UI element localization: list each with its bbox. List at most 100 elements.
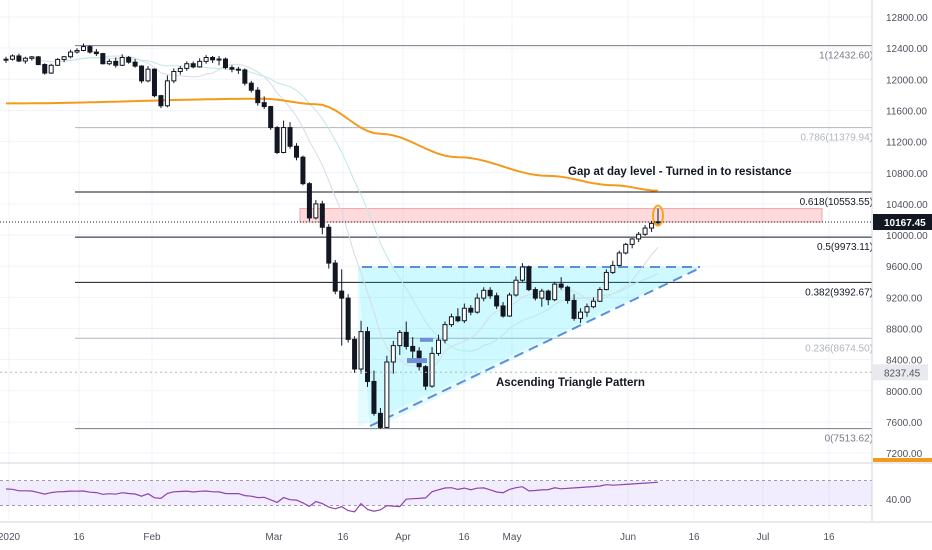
candle — [461, 307, 467, 322]
candle — [571, 299, 577, 319]
candle — [3, 58, 9, 61]
candle — [281, 127, 287, 154]
candle — [642, 227, 648, 235]
candle — [306, 183, 312, 219]
candle — [397, 331, 403, 347]
candle — [474, 297, 480, 313]
fib-label: 0(7513.62) — [825, 434, 873, 445]
candle — [532, 289, 538, 299]
candle — [74, 49, 80, 53]
x-tick-label: May — [503, 532, 522, 543]
candle — [526, 266, 532, 291]
y-tick-label: 12400.00 — [886, 44, 928, 55]
candle — [332, 262, 338, 292]
candle — [184, 63, 190, 69]
marker-box — [420, 337, 433, 342]
candle — [29, 56, 35, 59]
x-tick-label: Jun — [620, 532, 636, 543]
candle — [339, 290, 345, 299]
candle — [113, 60, 119, 66]
candle — [119, 56, 125, 66]
candle — [487, 289, 493, 297]
rsi-tick: 40.00 — [886, 495, 911, 506]
fib-label: 0.786(11379.94) — [800, 133, 873, 144]
candle — [287, 127, 293, 147]
candle — [494, 295, 500, 307]
candle — [552, 283, 558, 301]
candle — [649, 222, 655, 229]
candle — [513, 279, 519, 296]
fib-label: 0.236(8674.50) — [805, 343, 873, 354]
x-tick-label: 16 — [688, 532, 700, 543]
fib-label: 1(12432.60) — [819, 51, 873, 62]
marker-price-label: 8237.45 — [884, 368, 921, 379]
candle — [610, 264, 616, 273]
candle — [352, 338, 358, 370]
rsi-pane: 40.00 — [0, 462, 932, 513]
x-tick-label: Apr — [395, 532, 411, 543]
x-tick-label: 16 — [458, 532, 470, 543]
candle — [139, 65, 145, 82]
ma-axis-marker — [873, 458, 932, 462]
candle — [106, 60, 112, 65]
candle — [603, 271, 609, 291]
x-tick-label: Mar — [265, 532, 283, 543]
candle — [190, 63, 196, 68]
fib-label: 0.382(9392.67) — [805, 287, 873, 298]
candle — [377, 412, 383, 428]
y-tick-label: 11600.00 — [886, 106, 927, 117]
candle — [313, 203, 319, 219]
candle — [255, 89, 261, 104]
time-axis[interactable]: 2020 16 Feb Mar 16 Apr 16 May Jun 16 Jul 16 — [0, 521, 932, 543]
fib-label: 0.618(10553.55) — [800, 197, 873, 208]
candle — [436, 339, 442, 354]
x-tick-label: Jul — [757, 532, 770, 543]
candle — [371, 380, 377, 414]
candle — [171, 71, 177, 82]
candle — [210, 56, 216, 61]
candle — [597, 289, 603, 302]
price-axis[interactable]: 12800.00 12400.00 12000.00 11600.00 11200.00… — [871, 0, 932, 521]
candle — [16, 55, 22, 62]
candle — [35, 56, 41, 66]
candle — [390, 345, 396, 363]
candle — [629, 238, 635, 245]
candle — [42, 64, 48, 74]
x-tick-label: 16 — [337, 532, 349, 543]
candle — [590, 300, 596, 308]
candle — [222, 58, 228, 69]
candle — [145, 68, 151, 82]
candle — [48, 64, 54, 74]
candle — [636, 233, 642, 240]
y-tick-label: 9600.00 — [886, 262, 923, 273]
x-tick-label: 2020 — [0, 532, 21, 543]
x-tick-label: 16 — [823, 532, 835, 543]
candle — [80, 46, 86, 51]
candle — [55, 58, 61, 66]
candle — [203, 56, 209, 62]
candle — [235, 68, 241, 71]
candle — [539, 290, 545, 299]
candle — [293, 145, 299, 158]
candle — [164, 80, 170, 107]
ma-200-line — [6, 97, 659, 192]
candle — [558, 283, 564, 288]
candle — [365, 331, 371, 382]
annotations: Gap at day level - Turned in to resistan… — [496, 166, 791, 389]
candle — [423, 366, 429, 387]
candle — [500, 305, 506, 317]
triangle-annotation: Ascending Triangle Pattern — [496, 377, 645, 389]
candle — [326, 226, 332, 264]
candle — [216, 58, 222, 61]
candle — [565, 286, 571, 301]
candle — [158, 95, 164, 107]
last-price-label: 10167.45 — [884, 218, 926, 229]
candle — [655, 221, 661, 224]
y-tick-label: 8800.00 — [886, 325, 923, 336]
y-tick-label: 7600.00 — [886, 418, 923, 429]
candle — [442, 324, 448, 341]
candle — [22, 57, 28, 62]
y-tick-label: 10800.00 — [886, 169, 928, 180]
y-tick-label: 12000.00 — [886, 75, 928, 86]
